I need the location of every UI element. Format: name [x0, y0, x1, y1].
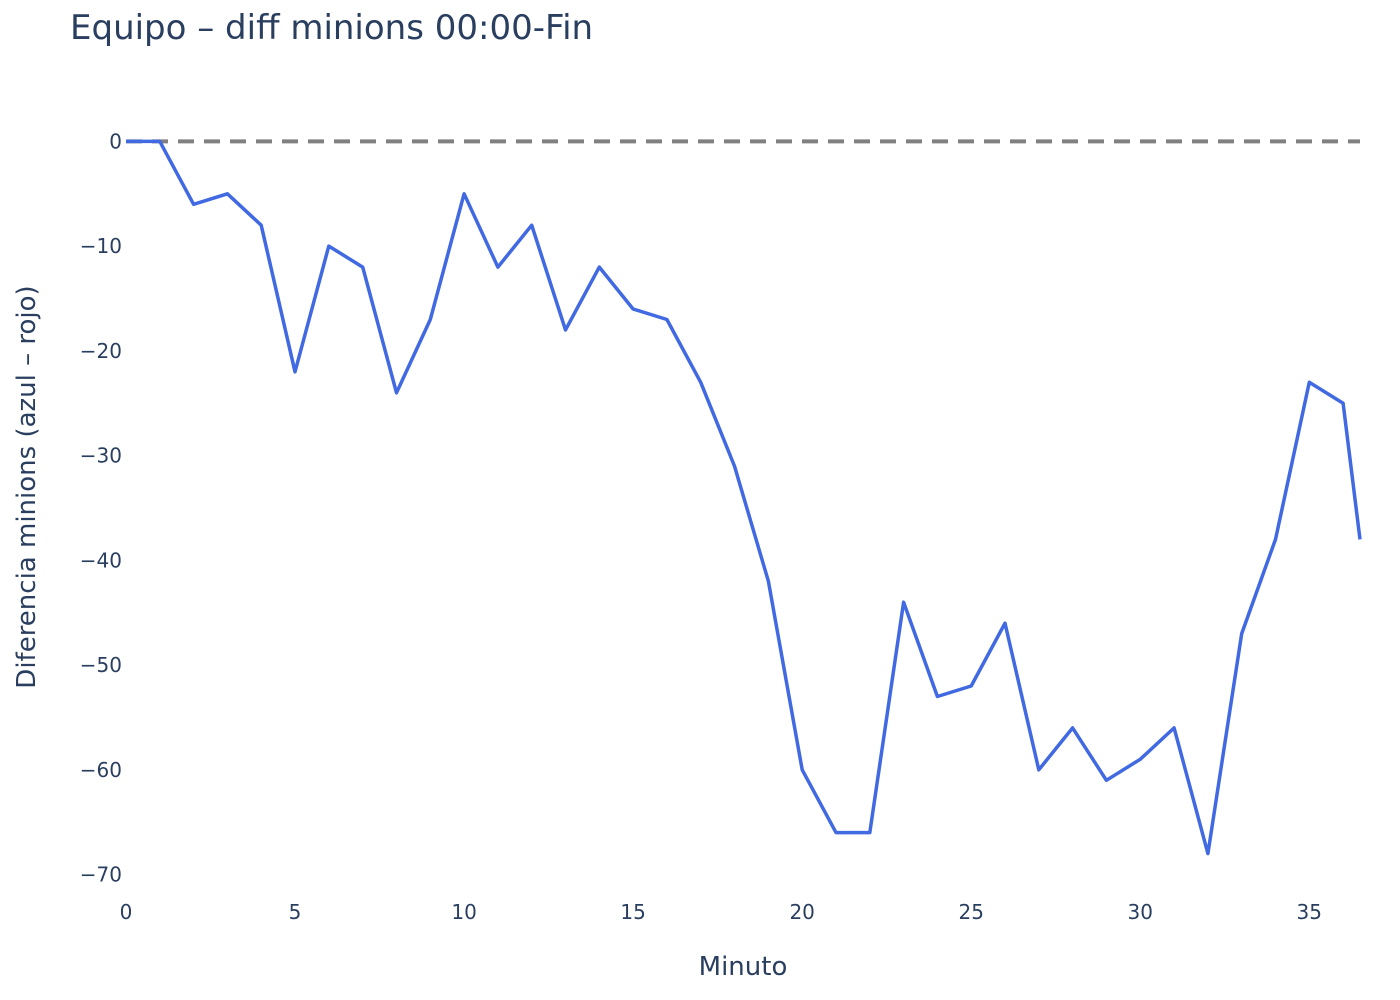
x-tick-label: 15	[620, 900, 645, 924]
y-tick-label: −20	[80, 339, 122, 363]
series-lines	[126, 139, 1362, 856]
x-tick-label: 35	[1297, 900, 1322, 924]
y-axis-ticks: 0 −10 −20 −30 −40 −50 −60 −70	[80, 129, 122, 886]
x-tick-label: 5	[289, 900, 302, 924]
y-tick-label: 0	[109, 129, 122, 153]
y-axis-title: Diferencia minions (azul – rojo)	[12, 285, 42, 688]
x-tick-label: 10	[451, 900, 476, 924]
x-tick-label: 30	[1128, 900, 1153, 924]
chart-title: Equipo – diff minions 00:00-Fin	[70, 8, 594, 48]
y-tick-label: −50	[80, 653, 122, 677]
series-line	[126, 139, 1362, 856]
y-tick-label: −10	[80, 234, 122, 258]
y-tick-label: −30	[80, 444, 122, 468]
y-tick-label: −70	[80, 863, 122, 887]
y-tick-label: −60	[80, 758, 122, 782]
x-tick-label: 0	[120, 900, 133, 924]
y-tick-label: −40	[80, 548, 122, 572]
x-tick-label: 25	[958, 900, 983, 924]
x-tick-label: 20	[789, 900, 814, 924]
x-axis-ticks: 0 5 10 15 20 25 30 35	[120, 900, 1322, 924]
x-axis-title: Minuto	[699, 952, 788, 982]
